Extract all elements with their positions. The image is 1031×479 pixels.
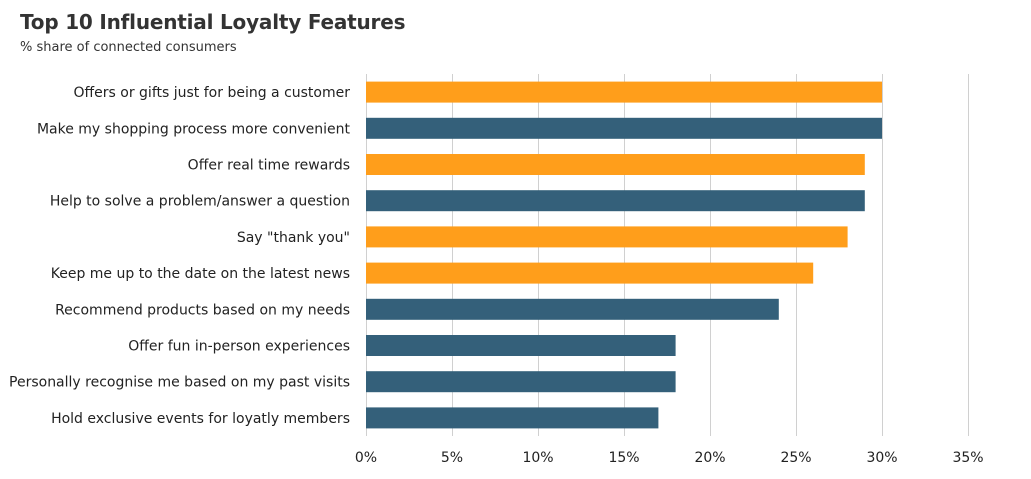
x-axis-tick-labels: 0% 5% 10% 15% 20% 25% 30% 35%: [355, 450, 984, 466]
chart-title: Top 10 Influential Loyalty Features: [20, 10, 406, 34]
bar: [366, 335, 676, 356]
bar: [366, 262, 814, 284]
category-label: Keep me up to the date on the latest new…: [51, 266, 350, 282]
bar: [366, 154, 865, 175]
bar: [366, 407, 659, 429]
bar: [366, 226, 848, 248]
category-label: Hold exclusive events for loyatly member…: [51, 411, 350, 427]
bar: [366, 190, 865, 212]
category-label: Recommend products based on my needs: [55, 302, 350, 318]
x-tick-label: 30%: [866, 450, 897, 466]
x-tick-label: 15%: [608, 450, 639, 466]
x-tick-label: 20%: [694, 450, 725, 466]
category-label: Offer real time rewards: [188, 158, 350, 174]
category-label: Personally recognise me based on my past…: [9, 375, 350, 391]
category-label: Help to solve a problem/answer a questio…: [50, 194, 350, 210]
category-label: Make my shopping process more convenient: [37, 121, 351, 137]
category-label: Offer fun in-person experiences: [128, 339, 350, 355]
x-tick-label: 25%: [780, 450, 811, 466]
bar: [366, 81, 882, 103]
x-tick-label: 35%: [952, 450, 983, 466]
bar: [366, 371, 676, 393]
x-tick-label: 10%: [522, 450, 553, 466]
bar: [366, 117, 882, 139]
x-tick-label: 0%: [355, 450, 377, 466]
category-label: Offers or gifts just for being a custome…: [74, 85, 351, 101]
category-label: Say "thank you": [237, 230, 350, 246]
bars: [366, 81, 882, 429]
x-tick-label: 5%: [441, 450, 463, 466]
bar: [366, 298, 779, 320]
category-labels: Offers or gifts just for being a custome…: [9, 85, 350, 427]
chart-subtitle: % share of connected consumers: [20, 40, 237, 55]
